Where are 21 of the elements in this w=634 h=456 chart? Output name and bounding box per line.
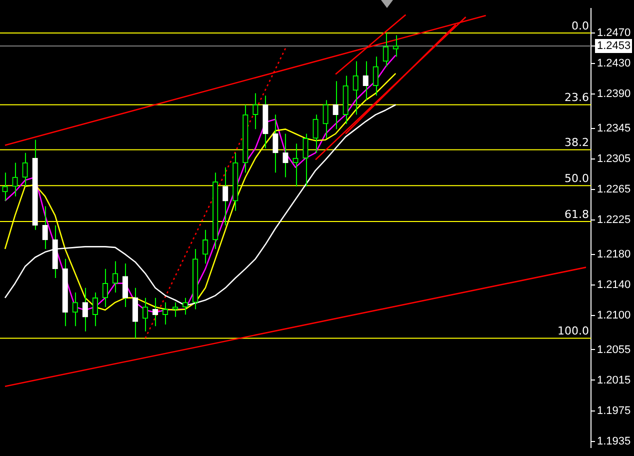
y-tick-label: 1.2305	[597, 152, 631, 165]
annotation: 61.8	[564, 208, 589, 221]
annotation: 0.0	[572, 19, 589, 32]
y-tick-label: 1.2055	[597, 344, 631, 356]
y-tick-label: 1.1975	[597, 404, 631, 417]
y-tick-label: 1.2180	[597, 248, 631, 260]
y-tick-label: 1.2015	[597, 374, 631, 386]
annotation: 50.0	[564, 172, 589, 186]
y-tick-label: 1.2140	[597, 278, 631, 291]
y-tick-label: 1.2345	[597, 122, 631, 134]
annotation: 100.0	[558, 324, 589, 338]
y-tick-label: 1.2225	[597, 214, 631, 226]
y-tick-label: 1.2470	[597, 27, 631, 40]
y-tick-label: 1.2453	[597, 40, 631, 52]
y-tick-label: 1.2100	[597, 309, 631, 322]
y-tick-label: 1.1935	[597, 435, 631, 448]
y-tick-label: 1.2265	[597, 183, 631, 196]
y-tick-label: 1.2390	[597, 88, 631, 100]
annotation: 38.2	[564, 136, 589, 150]
annotation: 23.6	[564, 91, 589, 104]
y-tick-label: 1.2430	[597, 58, 631, 70]
